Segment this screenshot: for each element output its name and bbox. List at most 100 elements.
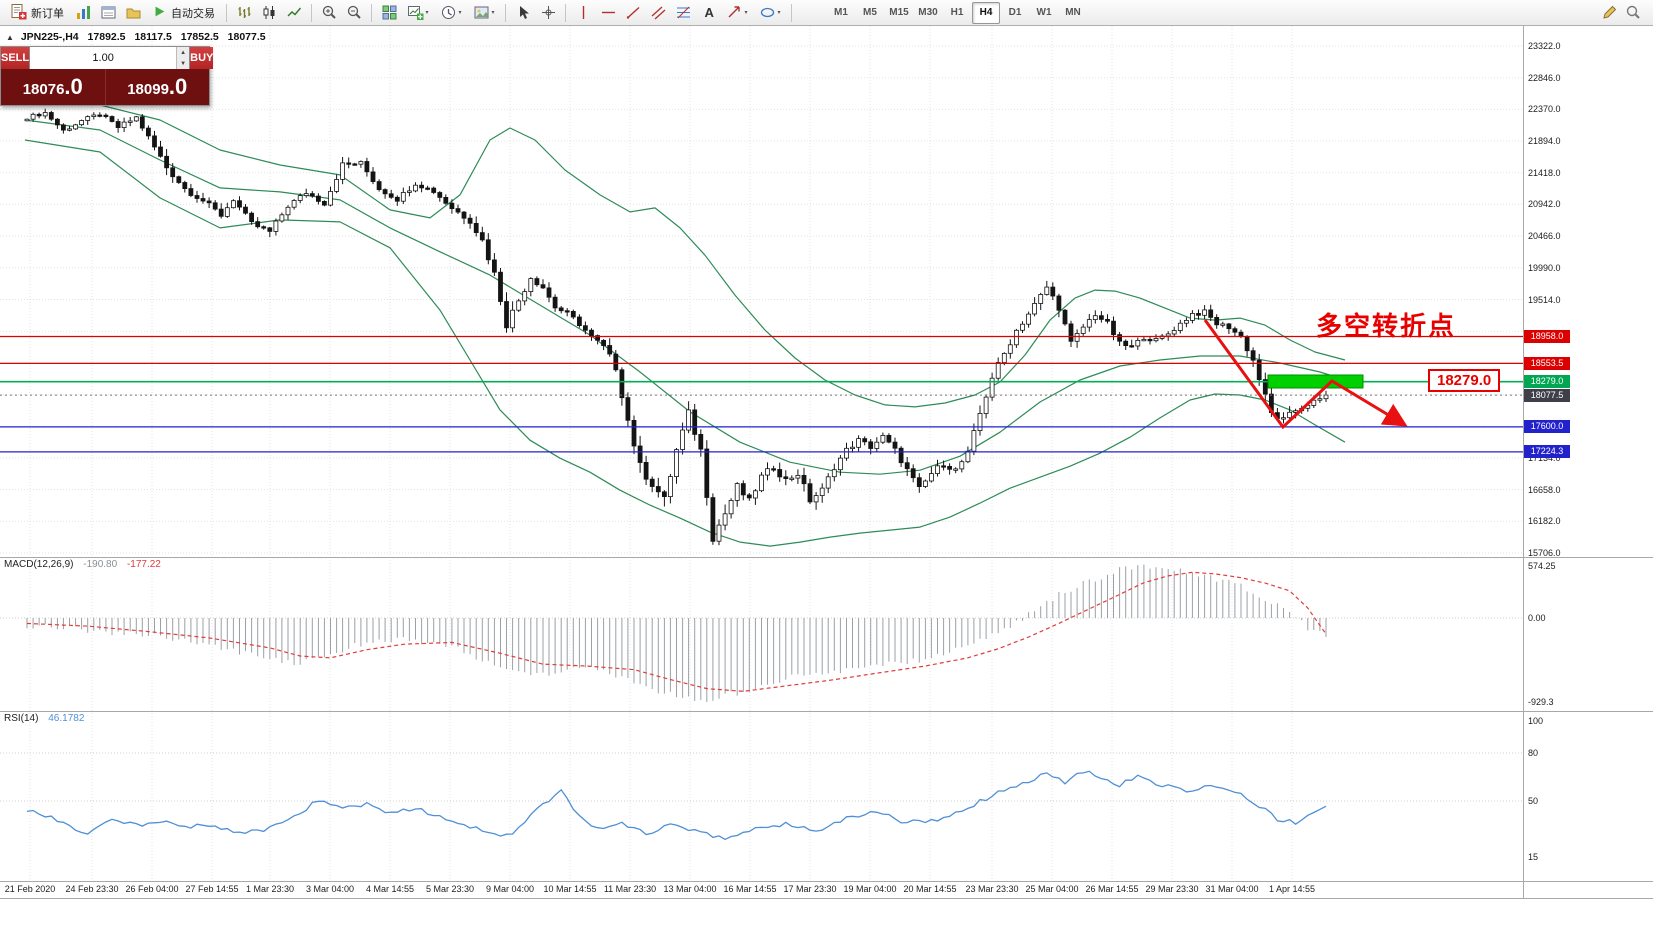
volume-input[interactable] <box>30 47 177 69</box>
toolbar-right-icons <box>1597 2 1645 24</box>
new-order-label: 新订单 <box>31 7 64 20</box>
data-window-icon <box>101 6 115 19</box>
timeframe-h4-button[interactable]: H4 <box>972 1 1000 24</box>
timeframe-w1-button[interactable]: W1 <box>1036 7 1052 18</box>
trendline-icon <box>626 6 639 19</box>
candlestick-chart-icon <box>263 6 274 19</box>
buy-price-frac: .0 <box>168 74 188 99</box>
rsi-header: RSI(14) 46.1782 <box>4 713 84 724</box>
text-tool-icon: A <box>704 5 714 20</box>
price-callout[interactable]: 18279.0 <box>1428 369 1501 392</box>
navigator-button[interactable] <box>121 2 145 24</box>
rsi-title: RSI(14) <box>4 713 39 724</box>
channel-tool-button[interactable] <box>646 2 670 24</box>
horizontal-line-icon <box>601 11 615 14</box>
new-order-icon <box>10 3 27 23</box>
compose-button[interactable] <box>1597 2 1621 24</box>
data-window-button[interactable] <box>96 2 120 24</box>
new-order-button[interactable]: 新订单 <box>4 2 70 24</box>
svg-text:A: A <box>704 5 714 20</box>
quote-open: 17892.5 <box>87 31 126 43</box>
market-watch-icon <box>76 6 90 19</box>
zoom-in-icon <box>322 5 336 19</box>
timeframe-m1-button[interactable]: M1 <box>834 7 848 18</box>
timeframe-m30-button[interactable]: M30 <box>918 7 938 18</box>
bar-chart-icon <box>238 7 250 18</box>
highlight-zone-rect[interactable] <box>1267 374 1364 389</box>
quote-close: 18077.5 <box>227 31 266 43</box>
timeframe-group: M1 M5 M15 M30 H1 H4 D1 W1 MN <box>827 1 1087 24</box>
bar-chart-button[interactable] <box>232 2 256 24</box>
toolbar-separator <box>226 3 227 22</box>
fibonacci-tool-button[interactable] <box>671 2 695 24</box>
navigator-icon <box>126 8 140 19</box>
trend-arrow[interactable] <box>1203 319 1408 430</box>
volume-spinner: ▲ ▼ <box>176 47 190 69</box>
sell-price-main: 18076 <box>22 81 65 98</box>
quote-symbol: JPN225-,H4 <box>20 31 79 43</box>
toolbar-separator <box>371 3 372 22</box>
chevron-down-icon: ▾ <box>777 10 781 16</box>
new-chart-icon <box>408 6 424 20</box>
timeframe-m5-button[interactable]: M5 <box>863 7 877 18</box>
periods-button[interactable]: ▾ <box>435 2 467 24</box>
macd-title: MACD(12,26,9) <box>4 559 74 570</box>
chevron-down-icon: ▾ <box>491 10 495 16</box>
timeframe-h1-button[interactable]: H1 <box>950 7 964 18</box>
turning-point-annotation[interactable]: 多空转折点 <box>1316 311 1457 341</box>
tile-windows-button[interactable] <box>377 2 401 24</box>
toolbar-separator <box>505 3 506 22</box>
zoom-out-icon <box>347 5 361 19</box>
new-chart-button[interactable]: ▾ <box>402 2 434 24</box>
vertical-line-tool-button[interactable] <box>571 2 595 24</box>
zoom-out-button[interactable] <box>342 2 366 24</box>
cursor-icon <box>519 6 529 19</box>
shapes-tool-button[interactable]: ▾ <box>754 2 786 24</box>
bollinger-lower-band <box>24 139 1346 547</box>
tile-windows-icon <box>382 5 396 20</box>
timeframe-d1-button[interactable]: D1 <box>1008 7 1022 18</box>
text-tool-button[interactable]: A <box>696 2 720 24</box>
chevron-down-icon: ▾ <box>744 10 748 16</box>
sell-price[interactable]: 18076 .0 <box>1 69 106 105</box>
templates-button[interactable]: ▾ <box>468 2 500 24</box>
fibonacci-icon <box>676 6 690 19</box>
arrows-tool-button[interactable]: ▾ <box>721 2 753 24</box>
sell-button[interactable]: SELL <box>1 47 30 69</box>
chevron-down-icon: ▾ <box>458 10 462 16</box>
one-click-collapse-icon[interactable]: ▲ <box>6 33 14 42</box>
chevron-down-icon: ▾ <box>425 10 429 16</box>
search-icon <box>1626 5 1640 19</box>
buy-price-main: 18099 <box>127 81 169 98</box>
sell-price-frac: .0 <box>64 74 83 99</box>
auto-trading-button[interactable]: 自动交易 <box>146 2 221 24</box>
timeframe-m15-button[interactable]: M15 <box>889 7 909 18</box>
cursor-button[interactable] <box>511 2 535 24</box>
buy-price[interactable]: 18099 .0 <box>106 69 210 105</box>
crosshair-button[interactable] <box>536 2 560 24</box>
market-watch-button[interactable] <box>71 2 95 24</box>
timeframe-mn-button[interactable]: MN <box>1065 7 1081 18</box>
one-click-trading-panel: SELL ▲ ▼ BUY 18076 .0 18099 .0 <box>0 46 214 106</box>
quote-low: 17852.5 <box>180 31 219 43</box>
trendline-tool-button[interactable] <box>621 2 645 24</box>
volume-box: ▲ ▼ <box>29 47 191 69</box>
candlestick-chart-button[interactable] <box>257 2 281 24</box>
toolbar: 新订单 自动交易 ▾ ▾ ▾ <box>0 0 1653 26</box>
buy-button[interactable]: BUY <box>190 47 214 69</box>
macd-value: -190.80 <box>83 559 118 570</box>
horizontal-line-tool-button[interactable] <box>596 2 620 24</box>
toolbar-separator <box>791 3 792 22</box>
auto-trading-icon <box>152 4 167 22</box>
toolbar-separator <box>311 3 312 22</box>
volume-up-button[interactable]: ▲ <box>176 47 190 58</box>
chart-quote: ▲ JPN225-,H4 17892.5 18117.5 17852.5 180… <box>6 31 266 43</box>
search-button[interactable] <box>1621 2 1645 24</box>
line-chart-icon <box>287 7 301 17</box>
template-icon <box>474 6 489 19</box>
volume-down-button[interactable]: ▼ <box>176 58 190 69</box>
line-chart-button[interactable] <box>282 2 306 24</box>
zoom-in-button[interactable] <box>317 2 341 24</box>
